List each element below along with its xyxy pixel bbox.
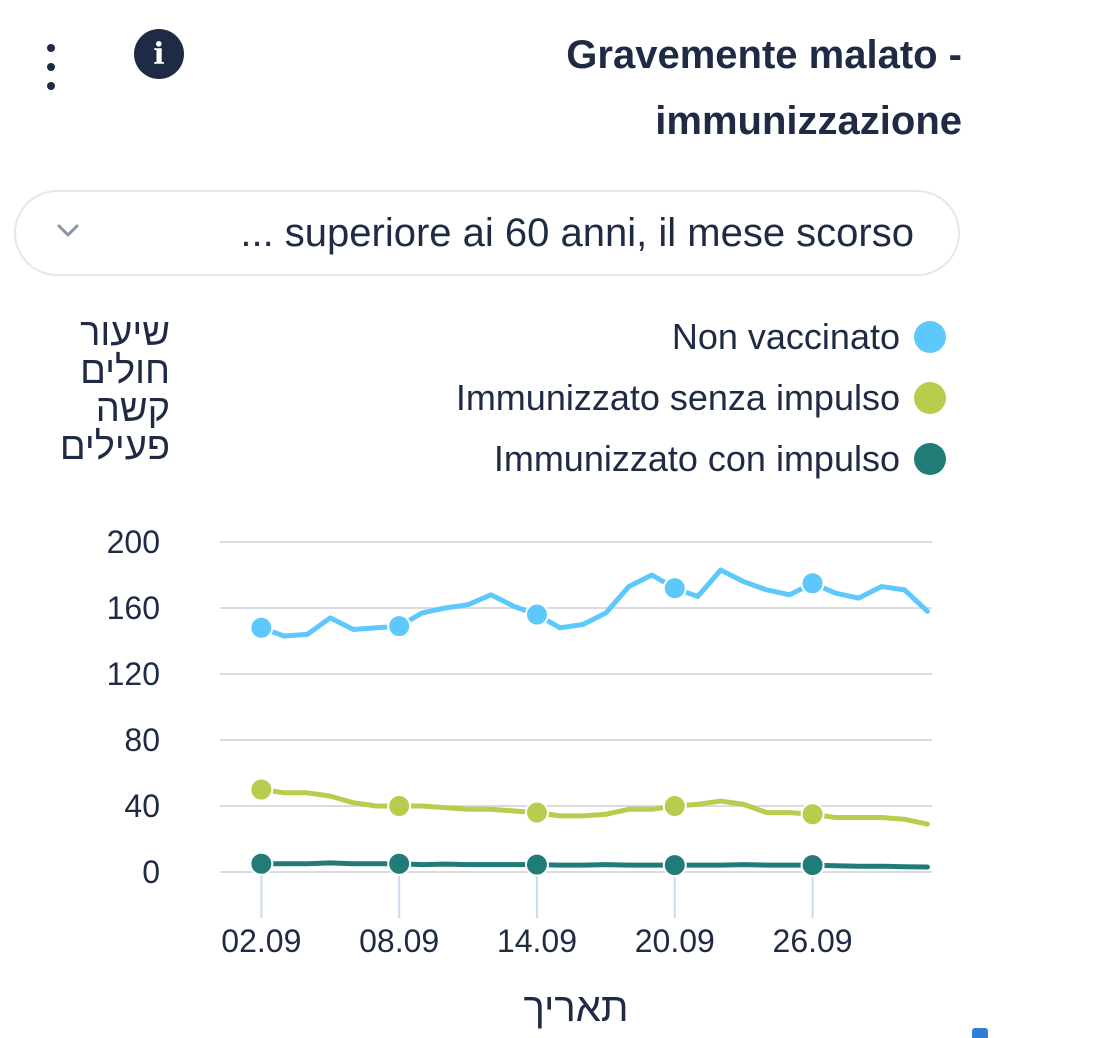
chart-title-line-1: Gravemente malato -: [566, 33, 962, 77]
data-point-0: [662, 576, 687, 601]
y-axis-label: שיעור חולים קשה פעילים: [59, 312, 170, 468]
legend-dot-icon: [914, 442, 946, 475]
x-tick-label: 14.09: [497, 923, 577, 959]
data-point-0: [800, 571, 825, 596]
data-point-1: [800, 802, 825, 827]
x-tick-label: 08.09: [359, 923, 439, 959]
chart-legend: Non vaccinato Immunizzato senza impulso …: [456, 306, 946, 489]
y-tick-label: 160: [107, 590, 160, 626]
y-tick-label: 40: [124, 788, 160, 824]
data-point-1: [662, 794, 687, 818]
period-dropdown-value: ... superiore ai 60 anni, il mese scorso: [240, 211, 914, 255]
y-tick-label: 80: [124, 722, 160, 758]
legend-item-unvaccinated[interactable]: Non vaccinato: [456, 306, 946, 367]
series-line-0: [258, 567, 930, 639]
data-point-2: [800, 853, 825, 878]
legend-dot-icon: [914, 381, 946, 414]
data-point-1: [249, 777, 274, 802]
kebab-dot: [47, 44, 55, 52]
data-point-0: [524, 602, 549, 627]
data-point-0: [387, 614, 412, 639]
legend-label: Non vaccinato: [671, 315, 900, 357]
chart-title-line-2: immunizzazione: [655, 99, 962, 143]
legend-label: Immunizzato senza impulso: [455, 376, 900, 418]
x-tick-label: 26.09: [773, 923, 853, 959]
y-tick-label: 200: [107, 524, 160, 560]
chart-title: Gravemente malato - immunizzazione: [362, 22, 962, 154]
x-axis-label: תאריך: [523, 986, 629, 1030]
data-point-2: [249, 851, 274, 876]
info-icon[interactable]: i: [134, 29, 184, 79]
series-line-2: [258, 860, 930, 870]
data-point-2: [387, 851, 412, 876]
more-options-icon[interactable]: [36, 44, 66, 90]
chevron-down-icon: [57, 224, 79, 237]
x-tick-label: 02.09: [221, 923, 301, 959]
legend-item-booster[interactable]: Immunizzato con impulso: [456, 428, 946, 489]
data-point-1: [524, 800, 549, 825]
legend-dot-icon: [914, 320, 946, 353]
corner-mark: [972, 1028, 988, 1038]
data-point-2: [662, 853, 687, 878]
legend-label: Immunizzato con impulso: [493, 437, 900, 479]
data-point-2: [524, 852, 549, 877]
y-tick-label: 120: [107, 656, 160, 692]
x-tick-label: 20.09: [635, 923, 715, 959]
kebab-dot: [47, 82, 55, 90]
data-point-1: [387, 794, 412, 818]
period-dropdown[interactable]: ... superiore ai 60 anni, il mese scorso: [14, 190, 960, 276]
legend-item-no-booster[interactable]: Immunizzato senza impulso: [456, 367, 946, 428]
y-tick-label: 0: [142, 854, 160, 890]
data-point-0: [249, 615, 274, 640]
kebab-dot: [47, 63, 55, 71]
